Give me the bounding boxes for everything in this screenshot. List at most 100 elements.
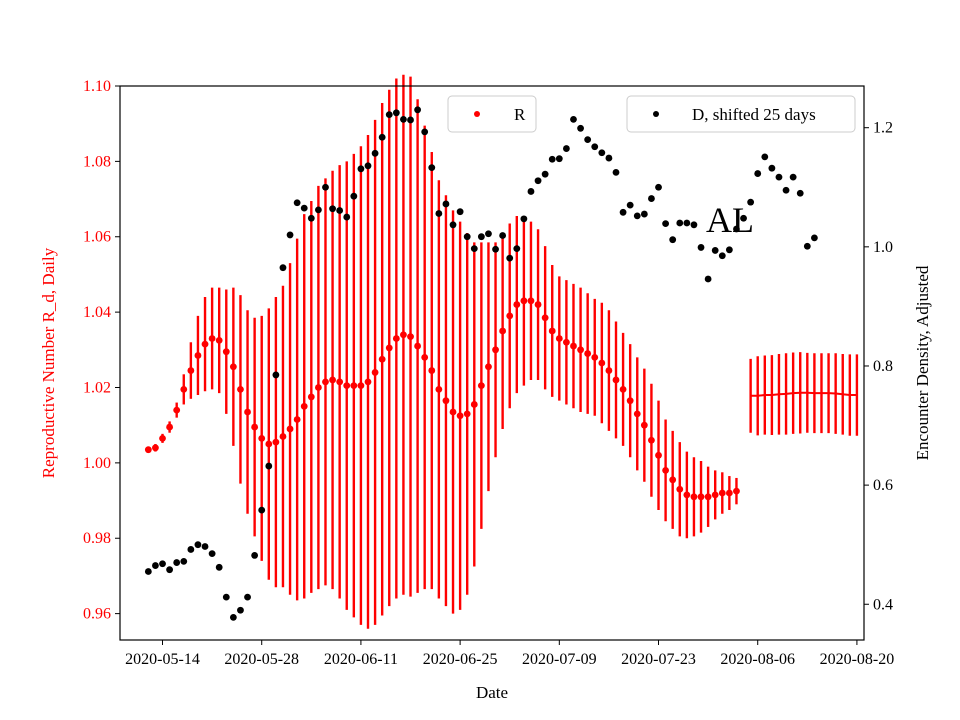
legend-r-label: R (514, 105, 526, 124)
d-point (208, 550, 216, 558)
r-point (187, 367, 195, 374)
r-point (407, 333, 414, 341)
legend-d-marker (653, 111, 659, 117)
d-point (740, 214, 747, 222)
d-point (329, 205, 336, 213)
d-point (343, 213, 351, 221)
d-point (626, 201, 634, 209)
r-point (591, 353, 599, 361)
d-point (400, 115, 407, 123)
d-point (811, 234, 818, 242)
x-tick-label: 2020-07-23 (621, 651, 696, 668)
d-point (648, 195, 655, 202)
r-point (392, 335, 400, 342)
x-tick-label: 2020-06-25 (423, 651, 498, 668)
r-point (577, 346, 584, 354)
r-point (300, 402, 308, 410)
left-axis-title: Reproductive Number R_d, Daily (39, 247, 58, 478)
legend-d-frame (626, 95, 856, 133)
d-point (315, 206, 322, 214)
r-point (548, 327, 556, 335)
right-tick-label: 0.6 (873, 477, 893, 494)
r-point (648, 436, 655, 444)
right-axis-title: Encounter Density, Adjusted (913, 265, 932, 460)
legend-r-marker (474, 111, 480, 117)
legend-r: R (447, 95, 537, 133)
d-point (385, 111, 393, 118)
r-point (570, 342, 577, 350)
d-point (173, 559, 181, 566)
r-point (201, 340, 209, 348)
d-point (506, 254, 514, 262)
r-point (492, 346, 499, 354)
d-point (407, 116, 414, 124)
d-point (520, 215, 528, 223)
d-point (754, 170, 762, 177)
d-point (768, 164, 776, 172)
left-tick-label: 1.00 (83, 455, 111, 472)
x-tick-label: 2020-06-11 (324, 651, 398, 668)
d-point (456, 208, 464, 216)
r-point (237, 385, 244, 393)
d-point (272, 371, 280, 379)
r-point (584, 350, 592, 357)
r-point (676, 485, 684, 493)
d-point (733, 225, 740, 233)
d-point (265, 462, 273, 470)
r-point (293, 416, 301, 423)
d-point (222, 593, 230, 601)
d-point (485, 230, 492, 238)
d-point (683, 219, 691, 227)
d-point (201, 543, 209, 550)
d-point (605, 154, 613, 162)
d-point (541, 170, 549, 178)
r-point (520, 297, 528, 305)
r-point (385, 344, 393, 352)
d-point (676, 219, 684, 227)
r-point (166, 423, 174, 431)
r-point (329, 376, 336, 384)
r-point (605, 367, 613, 374)
d-point (690, 221, 698, 229)
r-point (704, 493, 712, 501)
d-point (258, 506, 266, 514)
r-point (619, 385, 627, 393)
d-point (775, 173, 783, 181)
d-point (350, 192, 358, 200)
d-point (718, 252, 726, 260)
r-point (640, 421, 648, 429)
r-point (711, 491, 719, 499)
right-tick-label: 0.4 (873, 596, 893, 613)
d-point (244, 593, 251, 601)
d-point (187, 546, 195, 553)
r-point (626, 397, 634, 405)
x-tick-label: 2020-07-09 (522, 651, 597, 668)
r-point (563, 338, 570, 346)
r-point (690, 493, 698, 501)
d-point (322, 183, 329, 191)
d-point (612, 168, 620, 176)
projection-line (750, 391, 857, 397)
r-point (336, 378, 344, 386)
d-point (803, 242, 811, 250)
d-point (470, 245, 478, 253)
d-point (357, 165, 365, 173)
r-point (144, 446, 152, 454)
d-point (371, 149, 379, 157)
x-tick-label: 2020-08-20 (820, 651, 895, 668)
x-axis-title: Date (476, 683, 508, 702)
d-point (711, 247, 719, 254)
right-tick-label: 1.0 (873, 239, 893, 256)
d-point (655, 183, 662, 191)
r-point (229, 363, 237, 371)
r-point (697, 493, 705, 501)
legend-d-label: D, shifted 25 days (692, 105, 816, 124)
d-point (782, 186, 790, 194)
d-point (633, 212, 641, 220)
d-point (555, 155, 563, 163)
r-point (421, 353, 429, 361)
r-point (612, 376, 620, 384)
d-point (598, 149, 606, 157)
r-point (350, 382, 358, 390)
r-point (527, 297, 535, 305)
